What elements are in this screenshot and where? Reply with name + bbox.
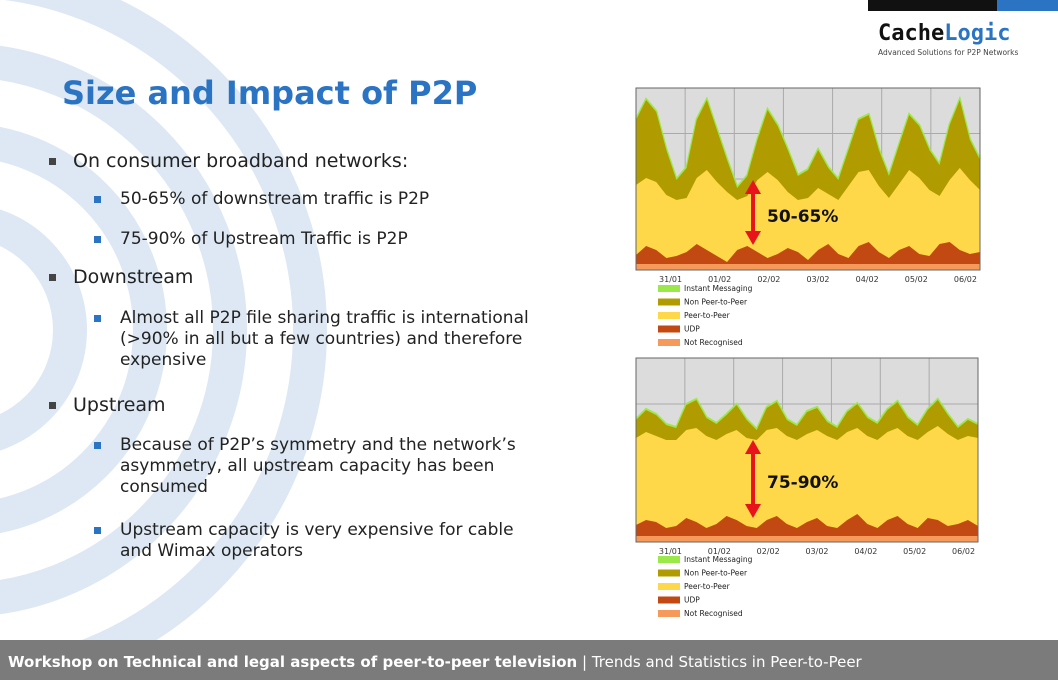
bullet: Upstream [49, 394, 166, 416]
x-tick-label: 03/02 [806, 275, 829, 284]
annotation: 50-65% [767, 207, 838, 227]
charts: 31/01 01/02 02/02 03/02 04/02 05/02 06/02 Insta… [635, 87, 981, 618]
logo-first: Cache [878, 21, 944, 46]
x-tick-label: 31/01 [659, 547, 682, 556]
arrow-head [745, 180, 761, 194]
not-recognised-area [636, 264, 980, 270]
legend-label: Instant Messaging [684, 555, 753, 564]
legend-swatch [658, 285, 680, 292]
title: Size and Impact of P2P [62, 74, 478, 112]
x-tick-label: 02/02 [757, 275, 780, 284]
legend-swatch [658, 312, 680, 319]
x-tick-label: 02/02 [757, 547, 780, 556]
im-band [635, 397, 979, 431]
legend-swatch [658, 298, 680, 306]
p2p-area [636, 168, 980, 270]
im-band [635, 95, 981, 189]
footer: Workshop on Technical and legal aspects … [0, 640, 1058, 680]
legend-swatch [658, 596, 680, 604]
legend-label: Not Recognised [684, 338, 743, 347]
x-tick-label: 04/02 [856, 275, 879, 284]
arrow-head [745, 504, 761, 518]
legend-label: UDP [684, 325, 700, 334]
legend-swatch [658, 583, 680, 590]
udp-area [636, 514, 978, 542]
traffic-chart: 31/01 01/02 02/02 03/02 04/02 05/02 06/02 Insta… [635, 357, 979, 618]
plot-border [635, 357, 979, 543]
bullet: Downstream [48, 266, 194, 288]
x-tick-label: 03/02 [805, 547, 828, 556]
legend-label: UDP [684, 596, 700, 605]
legend-swatch [658, 339, 680, 346]
annotation: 75-90% [767, 473, 838, 493]
legend-swatch [658, 325, 680, 333]
legend-label: Non Peer-to-Peer [684, 569, 748, 578]
arrow-head [745, 231, 761, 245]
legend-label: Peer-to-Peer [684, 582, 731, 591]
x-tick-label: 05/02 [903, 547, 926, 556]
arrow-head [745, 440, 761, 454]
footer-section: Trends and Statistics in Peer-to-Peer [591, 653, 862, 671]
plot-border [635, 87, 981, 271]
bullet: On consumer broadband networks: [48, 150, 409, 172]
x-tick-label: 06/02 [954, 275, 977, 284]
logo-second: Logic [944, 21, 1010, 46]
legend-swatch [658, 610, 680, 617]
legend-label: Instant Messaging [684, 284, 753, 293]
sub-bullet: Because of P2P’s symmetry and the networ… [94, 435, 530, 498]
footer-separator: | [582, 653, 588, 671]
x-tick-label: 06/02 [952, 547, 975, 556]
legend-label: Not Recognised [684, 609, 743, 618]
x-tick-label: 05/02 [905, 275, 928, 284]
x-tick-label: 01/02 [708, 275, 731, 284]
not-recognised-area [636, 536, 978, 542]
x-tick-label: 04/02 [854, 547, 877, 556]
x-tick-label: 01/02 [708, 547, 731, 556]
sub-bullet: 50-65% of downstream traffic is P2P [94, 189, 530, 210]
sub-bullet: 75-90% of Upstream Traffic is P2P [94, 229, 530, 250]
x-tick-label: 31/01 [659, 275, 682, 284]
legend-label: Peer-to-Peer [684, 311, 731, 320]
legend-swatch [658, 556, 680, 563]
logo-tagline: Advanced Solutions for P2P Networks [878, 48, 1018, 57]
sub-bullet: Upstream capacity is very expensive for … [94, 520, 530, 562]
footer-main: Workshop on Technical and legal aspects … [8, 653, 578, 671]
sub-bullet: Almost all P2P file sharing traffic is i… [94, 308, 529, 370]
traffic-chart: 31/01 01/02 02/02 03/02 04/02 05/02 06/02 Insta… [635, 87, 981, 347]
p2p-area [636, 426, 978, 542]
udp-area [636, 242, 980, 270]
legend-swatch [658, 569, 680, 577]
legend-label: Non Peer-to-Peer [684, 298, 748, 307]
logo: CacheLogic [878, 21, 1010, 46]
